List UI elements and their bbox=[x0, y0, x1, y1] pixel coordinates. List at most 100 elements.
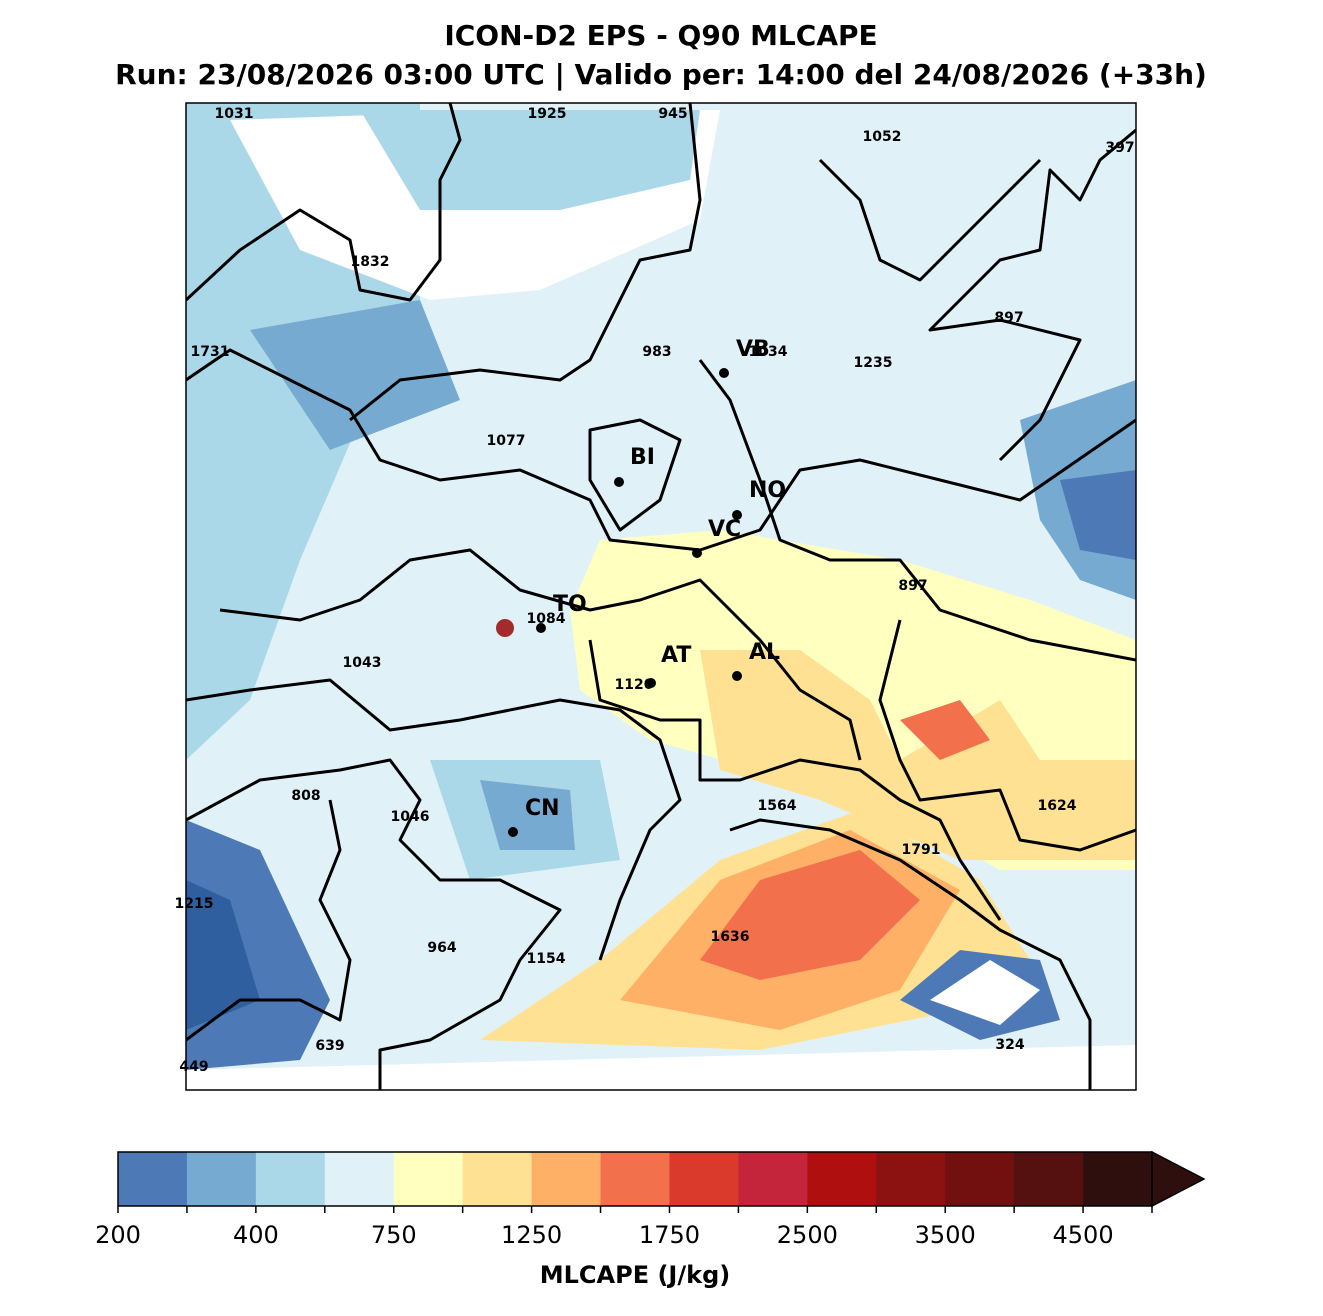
colorbar-tick-label: 200 bbox=[95, 1221, 141, 1249]
colorbar-segment bbox=[1083, 1152, 1153, 1206]
city-dot bbox=[646, 678, 656, 688]
colorbar-segment bbox=[600, 1152, 670, 1206]
value-label: 1077 bbox=[487, 433, 526, 449]
value-label: 1034 bbox=[749, 344, 788, 360]
value-label: 1043 bbox=[343, 655, 382, 671]
border bbox=[588, 418, 682, 532]
value-label: 1154 bbox=[527, 951, 566, 967]
colorbar-segment bbox=[118, 1152, 188, 1206]
city-label: TO bbox=[553, 592, 587, 617]
map bbox=[186, 103, 1136, 1090]
colorbar-tick-label: 3500 bbox=[915, 1221, 976, 1249]
value-label: 1084 bbox=[527, 611, 566, 627]
value-label: 397 bbox=[1105, 140, 1134, 156]
point-marker bbox=[496, 619, 514, 637]
colorbar-segment bbox=[186, 1152, 257, 1206]
border bbox=[186, 678, 682, 961]
value-label: 1052 bbox=[863, 129, 902, 145]
field-cn-deep bbox=[480, 780, 575, 850]
border bbox=[818, 158, 1042, 282]
value-label: 639 bbox=[315, 1038, 344, 1054]
value-label: 964 bbox=[427, 940, 456, 956]
city-label: NO bbox=[749, 478, 786, 503]
colorbar-tick-label: 400 bbox=[233, 1221, 279, 1249]
colorbar-segment bbox=[807, 1152, 877, 1206]
value-label: 1791 bbox=[902, 842, 941, 858]
field-sea-empty bbox=[930, 960, 1040, 1025]
colorbar-segment bbox=[393, 1152, 464, 1206]
map-frame bbox=[185, 102, 1137, 1091]
colorbar-tick-label: 4500 bbox=[1053, 1221, 1114, 1249]
city-dot bbox=[614, 477, 624, 487]
value-label: 1624 bbox=[1038, 798, 1077, 814]
colorbar-tick-label: 750 bbox=[371, 1221, 417, 1249]
field-east-deep bbox=[1060, 470, 1136, 560]
border bbox=[186, 799, 352, 1042]
field-sea-hot bbox=[700, 850, 920, 980]
colorbar-segment bbox=[1014, 1152, 1084, 1206]
border bbox=[588, 639, 1002, 921]
value-label: 1925 bbox=[528, 106, 567, 122]
value-label: 1235 bbox=[854, 355, 893, 371]
city-dot bbox=[536, 623, 546, 633]
field-southwest-deep bbox=[186, 880, 260, 1030]
value-label: 1832 bbox=[351, 254, 390, 270]
colorbar-segment bbox=[876, 1152, 946, 1206]
value-label: 983 bbox=[642, 344, 671, 360]
city-label: CN bbox=[525, 796, 560, 821]
border bbox=[928, 128, 1136, 462]
city-label: VC bbox=[708, 517, 741, 542]
outside-domain bbox=[186, 1045, 1136, 1090]
colorbar-segment bbox=[255, 1152, 326, 1206]
value-label: 897 bbox=[994, 310, 1023, 326]
colorbar-tick-label: 2500 bbox=[777, 1221, 838, 1249]
colorbar-segment bbox=[462, 1152, 533, 1206]
colorbar-frame bbox=[117, 1151, 1153, 1207]
border bbox=[698, 359, 1136, 662]
city-dot bbox=[732, 671, 742, 681]
colorbar-segment bbox=[324, 1152, 395, 1206]
value-label: 1564 bbox=[758, 798, 797, 814]
city-dot bbox=[508, 827, 518, 837]
value-label: 324 bbox=[995, 1037, 1024, 1053]
coastline bbox=[729, 818, 1092, 1090]
field-east-hot bbox=[900, 700, 990, 760]
colorbar-segment bbox=[738, 1152, 808, 1206]
map-labels: 1031 1925 945 1052 397 1832 1731 983 1034 1235 897… bbox=[175, 106, 1135, 1075]
border bbox=[878, 619, 1136, 852]
city-dot bbox=[692, 548, 702, 558]
border bbox=[349, 103, 702, 422]
city-label: VB bbox=[736, 337, 770, 362]
value-label: 1046 bbox=[391, 809, 430, 825]
title: ICON-D2 EPS - Q90 MLCAPE bbox=[444, 19, 877, 52]
city-dot bbox=[732, 510, 742, 520]
border bbox=[186, 103, 462, 302]
border bbox=[186, 348, 1136, 552]
value-label: 1636 bbox=[711, 929, 750, 945]
value-label: 1120 bbox=[615, 677, 654, 693]
colorbar-extension bbox=[1151, 1150, 1206, 1208]
border bbox=[219, 548, 862, 761]
subtitle: Run: 23/08/2026 03:00 UTC | Valido per: … bbox=[115, 58, 1207, 91]
value-label: 1031 bbox=[215, 106, 254, 122]
colorbar-label: MLCAPE (J/kg) bbox=[540, 1261, 730, 1289]
city-dot bbox=[719, 368, 729, 378]
value-label: 945 bbox=[658, 106, 687, 122]
colorbar-tick-label: 1750 bbox=[639, 1221, 700, 1249]
value-label: 1215 bbox=[175, 896, 214, 912]
field-plain-warm bbox=[700, 650, 1136, 860]
city-label: AL bbox=[749, 640, 780, 665]
colorbar-tick-label: 1250 bbox=[501, 1221, 562, 1249]
value-label: 808 bbox=[291, 788, 320, 804]
field-alps bbox=[360, 110, 700, 210]
colorbar-segment bbox=[669, 1152, 739, 1206]
colorbar-segment bbox=[945, 1152, 1015, 1206]
colorbar: 200 400 750 1250 1750 2500 3500 4500 bbox=[95, 1150, 1206, 1249]
colorbar-segment bbox=[531, 1152, 602, 1206]
value-label: 1731 bbox=[191, 344, 230, 360]
city-label: AT bbox=[661, 643, 691, 668]
value-label: 897 bbox=[898, 578, 927, 594]
city-label: BI bbox=[630, 445, 655, 470]
value-label: 449 bbox=[179, 1059, 208, 1075]
